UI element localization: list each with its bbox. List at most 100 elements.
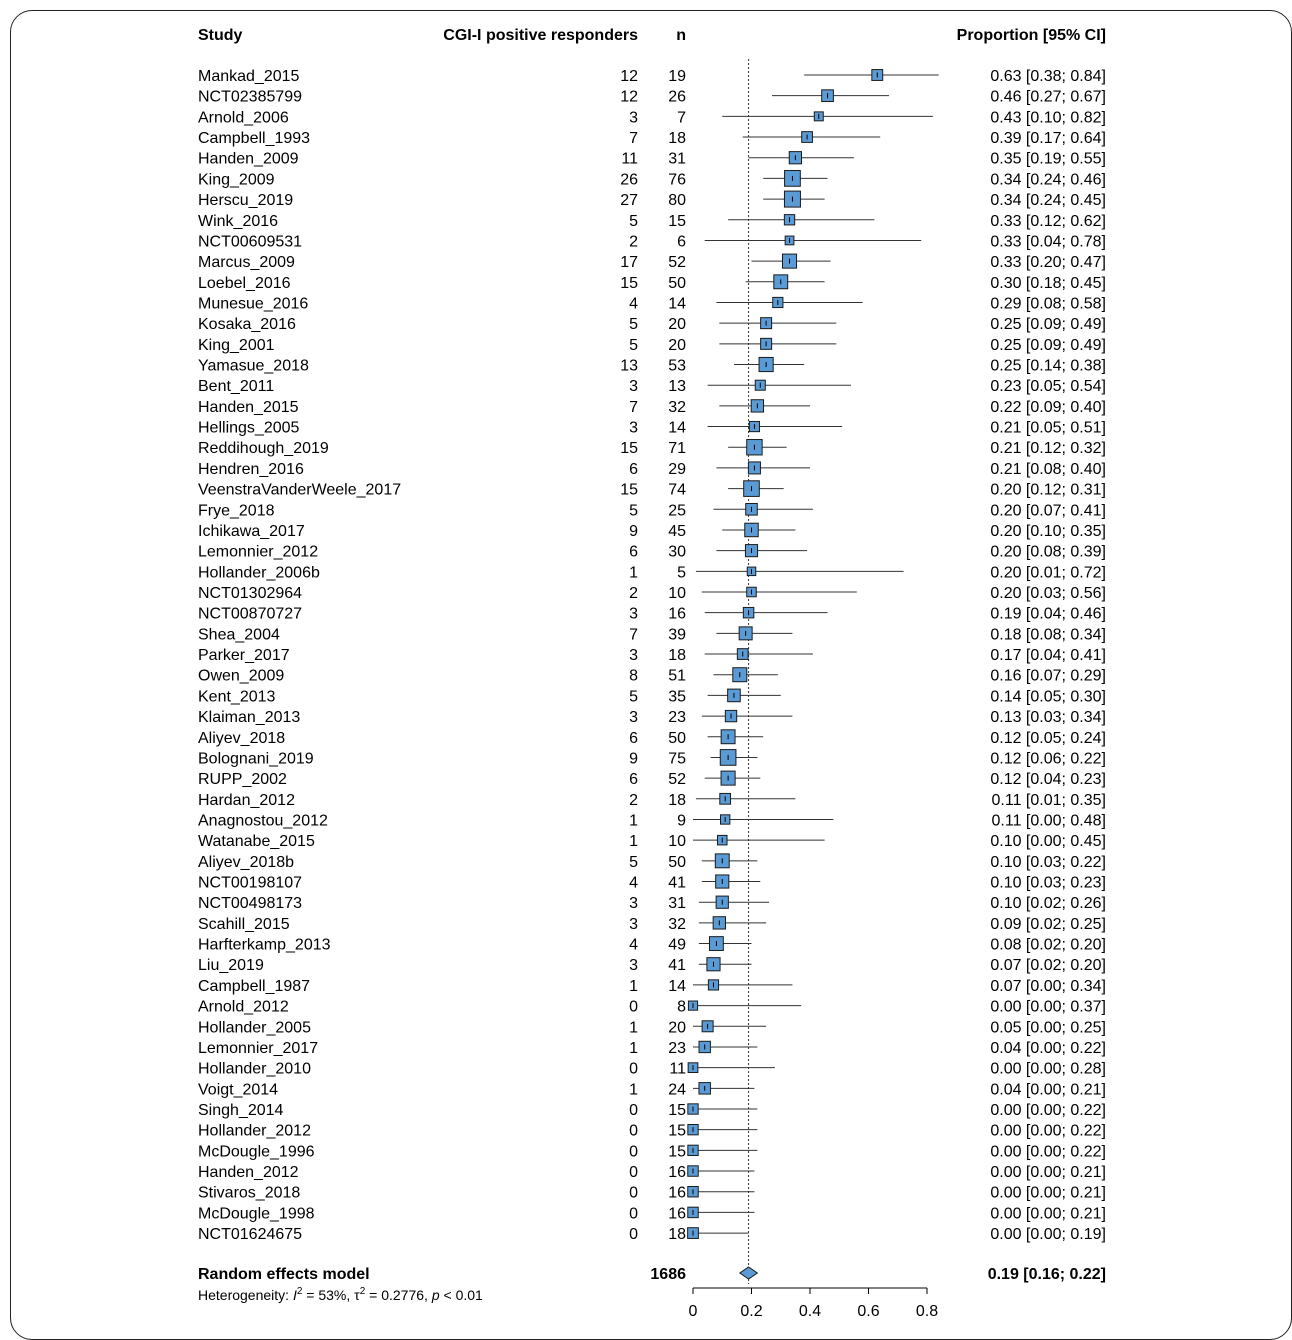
x-tick-label: 0.2 <box>740 1303 762 1320</box>
sample-size: 50 <box>668 275 686 292</box>
study-name: Frye_2018 <box>198 502 275 519</box>
events-count: 4 <box>629 295 638 312</box>
ci-text: 0.00 [0.00; 0.37] <box>990 999 1106 1016</box>
study-name: Shea_2004 <box>198 626 280 643</box>
events-count: 0 <box>629 1102 638 1119</box>
sample-size: 6 <box>677 233 686 250</box>
events-count: 0 <box>629 1205 638 1222</box>
events-count: 2 <box>629 585 638 602</box>
events-count: 3 <box>629 420 638 437</box>
events-count: 3 <box>629 895 638 912</box>
header-study: Study <box>198 27 243 44</box>
ci-text: 0.20 [0.12; 0.31] <box>990 482 1106 499</box>
ci-text: 0.46 [0.27; 0.67] <box>990 89 1106 106</box>
events-count: 11 <box>621 151 638 168</box>
study-name: Munesue_2016 <box>198 295 308 312</box>
sample-size: 15 <box>668 213 686 230</box>
study-name: Handen_2015 <box>198 399 299 416</box>
events-count: 6 <box>629 730 638 747</box>
events-count: 4 <box>629 937 638 954</box>
ci-text: 0.00 [0.00; 0.21] <box>990 1205 1106 1222</box>
sample-size: 25 <box>668 502 686 519</box>
events-count: 2 <box>629 233 638 250</box>
study-name: King_2009 <box>198 171 275 188</box>
events-count: 0 <box>629 1143 638 1160</box>
ci-text: 0.05 [0.00; 0.25] <box>990 1019 1106 1036</box>
events-count: 1 <box>629 1040 638 1057</box>
study-name: NCT00498173 <box>198 895 302 912</box>
sample-size: 20 <box>668 316 686 333</box>
study-name: Handen_2009 <box>198 151 299 168</box>
events-count: 1 <box>629 1019 638 1036</box>
events-count: 6 <box>629 544 638 561</box>
sample-size: 15 <box>668 1102 686 1119</box>
events-count: 1 <box>629 1081 638 1098</box>
het-prefix: Heterogeneity: <box>198 1287 293 1303</box>
events-count: 6 <box>629 461 638 478</box>
ci-text: 0.21 [0.12; 0.32] <box>990 440 1106 457</box>
events-count: 12 <box>620 89 638 106</box>
ci-text: 0.10 [0.02; 0.26] <box>990 895 1106 912</box>
ci-text: 0.20 [0.10; 0.35] <box>990 523 1106 540</box>
study-name: Hardan_2012 <box>198 792 295 809</box>
sample-size: 76 <box>668 171 686 188</box>
sample-size: 53 <box>668 358 686 375</box>
study-name: Bent_2011 <box>198 378 274 395</box>
het-p-value: < 0.01 <box>440 1287 483 1303</box>
sample-size: 52 <box>668 254 686 271</box>
events-count: 4 <box>629 875 638 892</box>
sample-size: 10 <box>668 833 686 850</box>
events-count: 0 <box>629 1123 638 1140</box>
sample-size: 39 <box>668 626 686 643</box>
events-count: 1 <box>629 812 638 829</box>
study-name: Mankad_2015 <box>198 68 300 85</box>
ci-text: 0.09 [0.02; 0.25] <box>990 916 1106 933</box>
events-count: 5 <box>629 502 638 519</box>
events-count: 15 <box>620 440 638 457</box>
ci-text: 0.29 [0.08; 0.58] <box>990 295 1106 312</box>
sample-size: 30 <box>668 544 686 561</box>
ci-text: 0.22 [0.09; 0.40] <box>990 399 1106 416</box>
study-name: Loebel_2016 <box>198 275 291 292</box>
study-name: NCT01624675 <box>198 1226 302 1243</box>
ci-text: 0.08 [0.02; 0.20] <box>990 937 1106 954</box>
ci-text: 0.10 [0.03; 0.23] <box>990 875 1106 892</box>
sample-size: 20 <box>668 337 686 354</box>
events-count: 5 <box>629 688 638 705</box>
study-name: Arnold_2012 <box>198 999 289 1016</box>
summary-label: Random effects model <box>198 1266 370 1283</box>
events-count: 7 <box>629 626 638 643</box>
ci-text: 0.20 [0.01; 0.72] <box>990 564 1106 581</box>
ci-text: 0.39 [0.17; 0.64] <box>990 130 1106 147</box>
sample-size: 14 <box>668 295 686 312</box>
study-name: Liu_2019 <box>198 957 264 974</box>
study-name: Lemonnier_2012 <box>198 544 318 561</box>
events-count: 26 <box>620 171 638 188</box>
ci-text: 0.11 [0.00; 0.48] <box>992 812 1106 829</box>
sample-size: 10 <box>668 585 686 602</box>
sample-size: 16 <box>668 1164 686 1181</box>
study-name: Reddihough_2019 <box>198 440 329 457</box>
ci-text: 0.25 [0.09; 0.49] <box>990 337 1106 354</box>
events-count: 3 <box>629 916 638 933</box>
ci-text: 0.19 [0.04; 0.46] <box>990 606 1106 623</box>
events-count: 3 <box>629 109 638 126</box>
study-name: Arnold_2006 <box>198 109 289 126</box>
ci-text: 0.11 [0.01; 0.35] <box>992 792 1106 809</box>
sample-size: 8 <box>677 999 686 1016</box>
summary-diamond <box>738 1266 759 1280</box>
ci-text: 0.63 [0.38; 0.84] <box>990 68 1106 85</box>
study-name: Handen_2012 <box>198 1164 299 1181</box>
sample-size: 18 <box>668 130 686 147</box>
het-tau-value: = 0.2776, <box>365 1287 432 1303</box>
study-name: NCT00609531 <box>198 233 302 250</box>
sample-size: 45 <box>668 523 686 540</box>
sample-size: 5 <box>677 564 686 581</box>
sample-size: 41 <box>668 875 686 892</box>
sample-size: 15 <box>668 1123 686 1140</box>
study-rows: Mankad_2015 12 19 0.63 [0.38; 0.84]NCT02385… <box>198 68 1106 1243</box>
study-name: King_2001 <box>198 337 275 354</box>
study-name: Hollander_2010 <box>198 1061 311 1078</box>
study-name: Ichikawa_2017 <box>198 523 305 540</box>
het-i2-value: = 53%, <box>302 1287 354 1303</box>
